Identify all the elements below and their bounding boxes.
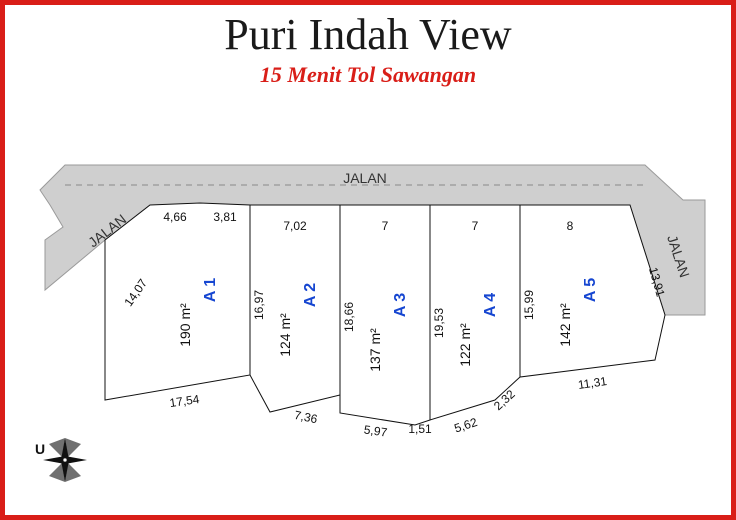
compass-icon: U [35,438,87,482]
compass-north-label: U [35,441,45,457]
dim-a2-bottom: 7,36 [293,408,319,427]
lot-area-a2: 124 m² [277,313,293,357]
dim-a4-bottom: 5,62 [452,415,479,436]
road-label-top: JALAN [343,170,387,186]
lot-id-a3: A 3 [392,293,409,317]
dim-a3-right: 19,53 [432,308,446,338]
dim-a1-top2: 3,81 [213,210,237,224]
dim-a1-bottom: 17,54 [169,392,201,410]
site-plan-frame: Puri Indah View 15 Menit Tol Sawangan JA… [0,0,736,520]
lot-area-a4: 122 m² [457,323,473,367]
dim-a5-top: 8 [567,219,574,233]
dim-a4-right: 15,99 [522,290,536,320]
dim-a1-right: 16,97 [252,290,266,320]
dim-a3-bottom2: 1,51 [408,422,432,436]
dim-a2-top: 7,02 [283,219,307,233]
dim-a2-right: 18,66 [342,302,356,332]
lot-id-a4: A 4 [482,293,499,317]
lot-area-a1: 190 m² [177,303,193,347]
lot-id-a1: A 1 [202,278,219,302]
dim-a4-top: 7 [472,219,479,233]
dim-a1-top1: 4,66 [163,210,187,224]
dim-a5-bottom: 11,31 [577,374,608,392]
site-plan-svg: JALAN JALAN JALAN A 1 190 m² A 2 124 m² … [5,5,731,515]
lot-id-a5: A 5 [582,278,599,302]
dim-a3-top: 7 [382,219,389,233]
dim-a3-bottom: 5,97 [363,422,388,439]
lot-id-a2: A 2 [302,283,319,307]
lot-area-a5: 142 m² [557,303,573,347]
lot-area-a3: 137 m² [367,328,383,372]
